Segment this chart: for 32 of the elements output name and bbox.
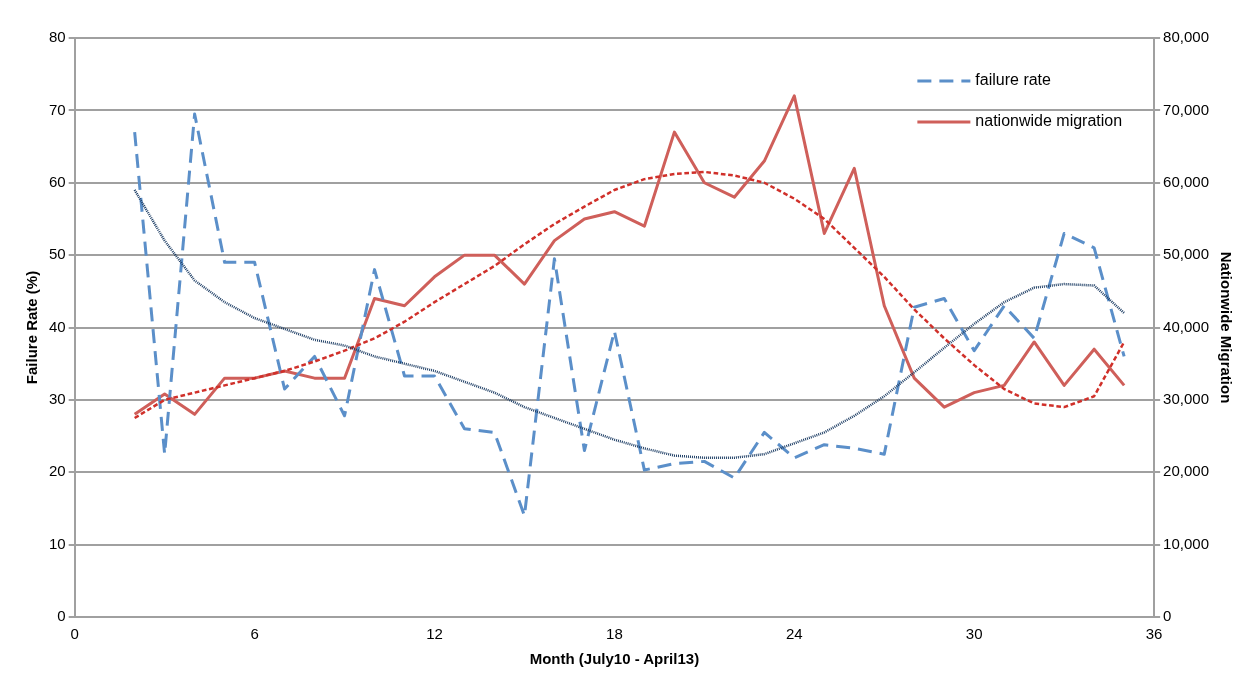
- y2-tick-label: 80,000: [1163, 28, 1210, 46]
- line-series: [133, 170, 1126, 420]
- y-tick-label: 30: [49, 390, 66, 408]
- y2-tick-label: 20,000: [1163, 462, 1210, 480]
- y-tick-label: 20: [49, 462, 66, 480]
- x-axis-title: Month (July10 - April13): [529, 650, 700, 668]
- y-axis-title: Failure Rate (%): [23, 270, 41, 385]
- y-tick-label: 70: [49, 100, 66, 118]
- x-tick-label: 0: [70, 625, 79, 643]
- x-tick-label: 30: [965, 625, 983, 643]
- y-tick-label: 80: [49, 28, 66, 46]
- y-tick-label: 50: [49, 245, 66, 263]
- x-tick-label: 12: [426, 625, 443, 643]
- y-tick-label: 60: [49, 172, 66, 190]
- y2-tick-label: 60,000: [1163, 172, 1210, 190]
- y-tick-label: 10: [49, 534, 66, 552]
- line-series: [133, 188, 1126, 460]
- y2-tick-label: 10,000: [1163, 534, 1210, 552]
- y2-axis-title: Nationwide Migration: [1217, 251, 1235, 404]
- y2-tick-label: 0: [1163, 607, 1172, 625]
- legend-label: failure rate: [975, 71, 1052, 89]
- y-tick-label: 0: [57, 607, 66, 625]
- x-tick-label: 6: [250, 625, 259, 643]
- x-tick-label: 18: [606, 625, 623, 643]
- y-tick-label: 40: [49, 317, 66, 335]
- y2-tick-label: 70,000: [1163, 100, 1210, 118]
- y2-tick-label: 50,000: [1163, 245, 1210, 263]
- y2-tick-label: 40,000: [1163, 317, 1210, 335]
- y2-tick-label: 30,000: [1163, 390, 1210, 408]
- x-tick-label: 36: [1145, 625, 1163, 643]
- x-tick-label: 24: [785, 625, 803, 643]
- legend-label: nationwide migration: [975, 112, 1123, 130]
